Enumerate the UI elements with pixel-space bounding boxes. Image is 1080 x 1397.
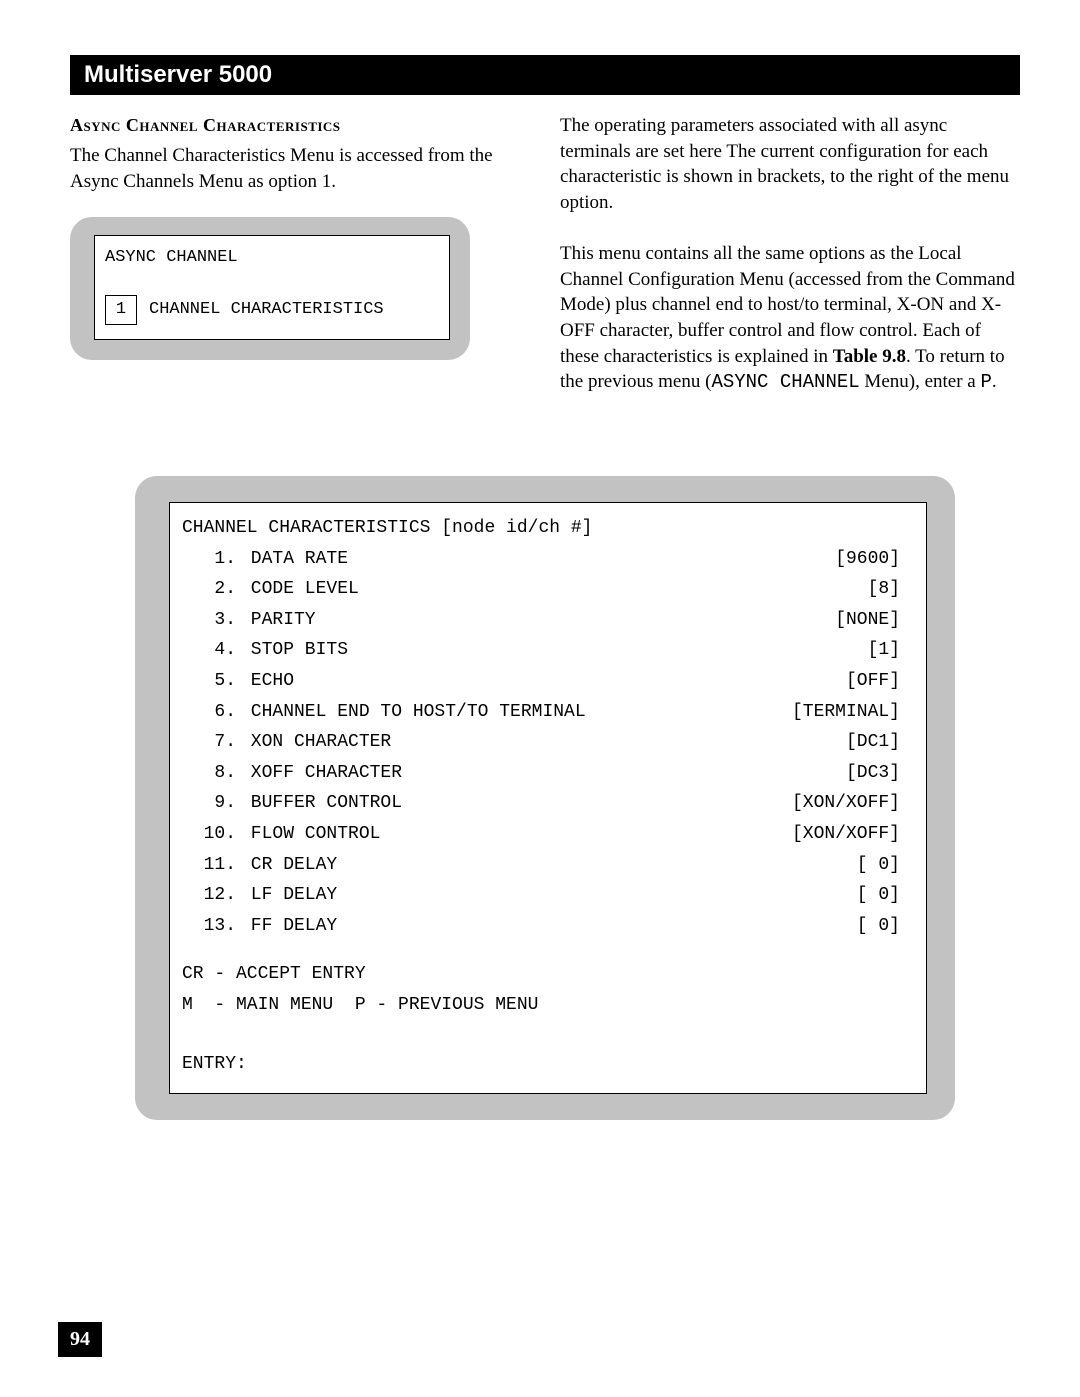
cc-row-number: 1. [176, 544, 240, 575]
cc-row-number: 9. [176, 788, 240, 819]
cc-row-label: XOFF CHARACTER [240, 758, 760, 789]
cc-row-number: 5. [176, 666, 240, 697]
cc-row-number: 8. [176, 758, 240, 789]
cc-row-value: [ 0] [760, 850, 908, 881]
cc-row-number: 3. [176, 605, 240, 636]
cc-row-value: [ 0] [760, 880, 908, 911]
cc-row-label: BUFFER CONTROL [240, 788, 760, 819]
cc-row-label: CODE LEVEL [240, 574, 760, 605]
right-paragraph-2: This menu contains all the same options … [560, 241, 1020, 396]
cc-row-number: 4. [176, 635, 240, 666]
cc-row-value: [1] [760, 635, 908, 666]
p-char: P [980, 371, 991, 393]
cc-rows: 1. DATA RATE[9600] 2. CODE LEVEL[8] 3. P… [176, 544, 908, 942]
async-channel-title: ASYNC CHANNEL [105, 244, 439, 271]
left-paragraph: The Channel Characteristics Menu is acce… [70, 143, 530, 194]
cc-title: CHANNEL CHARACTERISTICS [node id/ch #] [176, 513, 908, 544]
cc-row-value: [XON/XOFF] [760, 819, 908, 850]
cc-row-number: 10. [176, 819, 240, 850]
channel-characteristics-panel: CHANNEL CHARACTERISTICS [node id/ch #] 1… [135, 476, 955, 1120]
header-title: Multiserver 5000 [84, 61, 272, 88]
option-number-box: 1 [105, 295, 137, 325]
p2d: . [992, 371, 997, 392]
cc-row-value: [NONE] [760, 605, 908, 636]
cc-row-number: 13. [176, 911, 240, 942]
cc-row-value: [XON/XOFF] [760, 788, 908, 819]
small-panel-wrap: ASYNC CHANNEL 1 CHANNEL CHARACTERISTICS [70, 217, 530, 360]
two-column-layout: Async Channel Characteristics The Channe… [70, 113, 1020, 396]
right-paragraph-1: The operating parameters associated with… [560, 113, 1020, 216]
cc-row-value: [OFF] [760, 666, 908, 697]
cc-row: 9. BUFFER CONTROL[XON/XOFF] [176, 788, 908, 819]
page-number: 94 [70, 1328, 90, 1350]
option-label: CHANNEL CHARACTERISTICS [149, 296, 384, 323]
cc-row-value: [TERMINAL] [760, 697, 908, 728]
cc-row-label: STOP BITS [240, 635, 760, 666]
channel-characteristics-box: CHANNEL CHARACTERISTICS [node id/ch #] 1… [169, 502, 927, 1094]
cc-row: 2. CODE LEVEL[8] [176, 574, 908, 605]
table-ref: Table 9.8 [833, 346, 906, 367]
cc-row: 11. CR DELAY[ 0] [176, 850, 908, 881]
big-panel-wrap: CHANNEL CHARACTERISTICS [node id/ch #] 1… [70, 476, 1020, 1120]
cc-row-value: [DC1] [760, 727, 908, 758]
p2c: Menu), enter a [860, 371, 981, 392]
cc-row-label: CHANNEL END TO HOST/TO TERMINAL [240, 697, 760, 728]
cc-row-label: CR DELAY [240, 850, 760, 881]
cc-row: 13. FF DELAY[ 0] [176, 911, 908, 942]
left-column: Async Channel Characteristics The Channe… [70, 113, 530, 396]
cc-row: 1. DATA RATE[9600] [176, 544, 908, 575]
cc-row-value: [9600] [760, 544, 908, 575]
cc-row-label: ECHO [240, 666, 760, 697]
cc-row-number: 6. [176, 697, 240, 728]
cc-footer-1: CR - ACCEPT ENTRY [176, 959, 908, 990]
async-channel-box: ASYNC CHANNEL 1 CHANNEL CHARACTERISTICS [94, 235, 450, 340]
cc-row: 4. STOP BITS[1] [176, 635, 908, 666]
cc-row: 6. CHANNEL END TO HOST/TO TERMINAL[TERMI… [176, 697, 908, 728]
cc-row-label: FF DELAY [240, 911, 760, 942]
cc-entry: ENTRY: [176, 1049, 908, 1080]
page: Multiserver 5000 Async Channel Character… [0, 0, 1080, 1397]
cc-row-label: DATA RATE [240, 544, 760, 575]
cc-row-label: LF DELAY [240, 880, 760, 911]
cc-row: 7. XON CHARACTER[DC1] [176, 727, 908, 758]
cc-row-value: [8] [760, 574, 908, 605]
cc-row: 8. XOFF CHARACTER[DC3] [176, 758, 908, 789]
cc-row-number: 11. [176, 850, 240, 881]
cc-row-label: PARITY [240, 605, 760, 636]
option-number: 1 [116, 296, 126, 323]
header-bar: Multiserver 5000 [70, 55, 1020, 95]
page-number-box: 94 [58, 1322, 102, 1357]
right-column: The operating parameters associated with… [560, 113, 1020, 396]
cc-row: 12. LF DELAY[ 0] [176, 880, 908, 911]
cc-row-number: 12. [176, 880, 240, 911]
async-menu-ref: ASYNC CHANNEL [711, 371, 859, 393]
cc-row: 5. ECHO[OFF] [176, 666, 908, 697]
menu-option-row: 1 CHANNEL CHARACTERISTICS [105, 295, 439, 325]
cc-row-value: [ 0] [760, 911, 908, 942]
cc-row-label: FLOW CONTROL [240, 819, 760, 850]
cc-row: 10. FLOW CONTROL[XON/XOFF] [176, 819, 908, 850]
section-heading: Async Channel Characteristics [70, 113, 530, 137]
cc-row-label: XON CHARACTER [240, 727, 760, 758]
cc-row-value: [DC3] [760, 758, 908, 789]
async-channel-panel: ASYNC CHANNEL 1 CHANNEL CHARACTERISTICS [70, 217, 470, 360]
cc-row: 3. PARITY[NONE] [176, 605, 908, 636]
cc-row-number: 2. [176, 574, 240, 605]
cc-footer-2: M - MAIN MENU P - PREVIOUS MENU [176, 990, 908, 1021]
cc-row-number: 7. [176, 727, 240, 758]
